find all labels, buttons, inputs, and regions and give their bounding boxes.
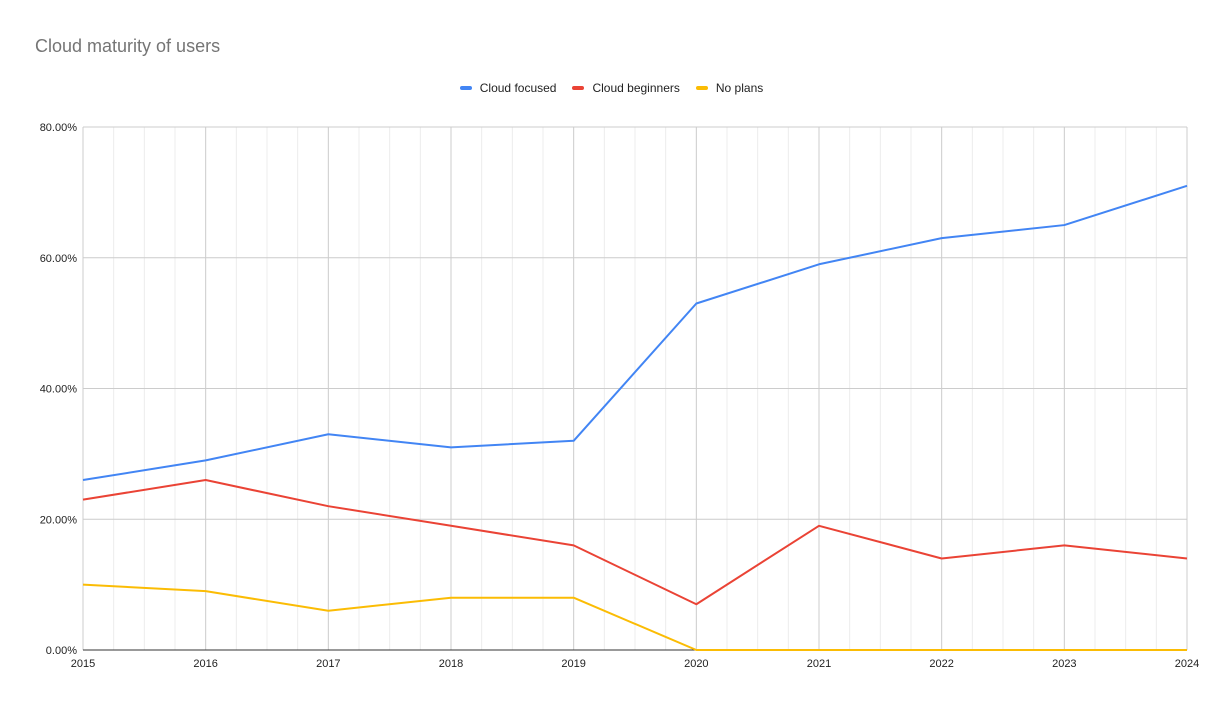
legend-swatch-cloud-beginners [572,86,585,90]
x-tick-label: 2020 [684,658,708,670]
x-tick-label: 2017 [316,658,340,670]
series-line-cloud-beginners [82,479,1188,606]
y-tick-label: 60.00% [40,253,78,265]
legend-label: Cloud beginners [592,81,680,95]
x-tick-label: 2021 [807,658,831,670]
legend-swatch-cloud-focused [459,86,472,90]
y-tick-label: 20.00% [40,514,78,526]
legend-item-no-plans[interactable]: No plans [695,81,764,95]
y-tick-label: 40.00% [40,384,78,396]
legend: Cloud focused Cloud beginners No plans [0,81,1223,95]
x-tick-label: 2022 [929,658,953,670]
x-tick-label: 2019 [561,658,585,670]
y-tick-label: 0.00% [46,645,77,657]
legend-swatch-no-plans [695,86,708,90]
series-line-cloud-focused [82,184,1188,482]
chart-title: Cloud maturity of users [35,36,221,56]
legend-label: Cloud focused [479,81,557,95]
x-tick-label: 2024 [1175,658,1199,670]
y-tick-label: 80.00% [40,122,78,134]
legend-item-cloud-focused[interactable]: Cloud focused [459,81,557,95]
x-tick-label: 2023 [1052,658,1076,670]
legend-label: No plans [715,81,764,95]
legend-item-cloud-beginners[interactable]: Cloud beginners [572,81,680,95]
series-line-no-plans [82,583,1187,651]
x-tick-label: 2015 [71,658,95,670]
x-tick-label: 2018 [439,658,463,670]
x-tick-label: 2016 [193,658,217,670]
